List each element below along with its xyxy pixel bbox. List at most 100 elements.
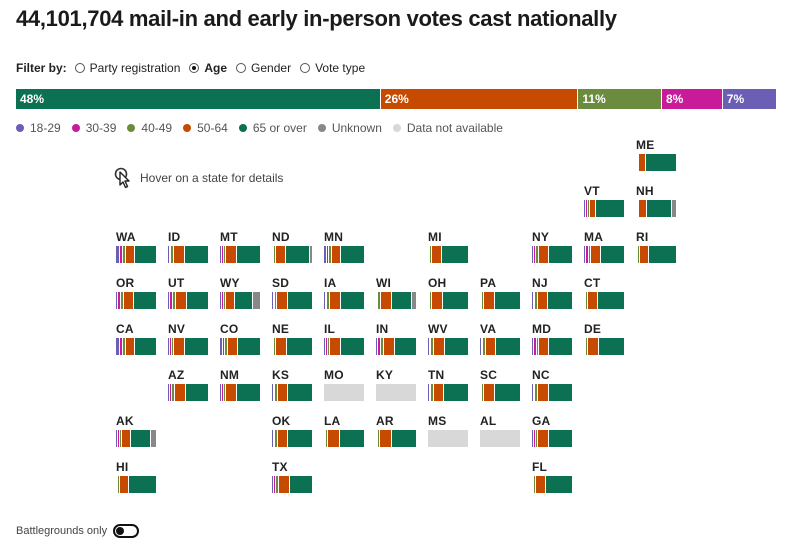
national-segment-18-29[interactable]: 7% <box>722 89 776 109</box>
state-segment-30-39 <box>533 384 536 401</box>
state-tile-mn[interactable]: MN <box>322 230 366 270</box>
state-tile-ms[interactable]: MS <box>426 414 470 454</box>
state-tile-tx[interactable]: TX <box>270 460 314 500</box>
state-tile-ok[interactable]: OK <box>270 414 314 454</box>
state-segment-30-39 <box>585 338 587 355</box>
state-tile-ks[interactable]: KS <box>270 368 314 408</box>
state-tile-nd[interactable]: ND <box>270 230 314 270</box>
state-segment-40-49 <box>120 430 123 447</box>
state-tile-mo[interactable]: MO <box>322 368 366 408</box>
state-label: NY <box>532 230 550 244</box>
state-segment-40-49 <box>224 246 227 263</box>
state-segment-65-or-over <box>340 338 364 355</box>
state-tile-il[interactable]: IL <box>322 322 366 362</box>
state-tile-sd[interactable]: SD <box>270 276 314 316</box>
national-segment-30-39[interactable]: 8% <box>661 89 723 109</box>
legend-dot-icon <box>127 124 136 132</box>
state-segment-50-64 <box>538 246 550 263</box>
state-tile-wv[interactable]: WV <box>426 322 470 362</box>
state-tile-ny[interactable]: NY <box>530 230 574 270</box>
state-tile-nj[interactable]: NJ <box>530 276 574 316</box>
state-segment-50-64 <box>174 384 186 401</box>
state-tile-vt[interactable]: VT <box>582 184 626 224</box>
state-tile-hi[interactable]: HI <box>114 460 158 500</box>
state-segment-65-or-over <box>495 384 520 401</box>
state-bar <box>272 246 312 263</box>
filter-option-party-registration[interactable]: Party registration <box>74 61 180 75</box>
state-tile-wy[interactable]: WY <box>218 276 262 316</box>
state-segment-30-39 <box>429 246 431 263</box>
state-segment-40-49 <box>329 246 332 263</box>
state-segment-65-or-over <box>288 384 312 401</box>
state-tile-ky[interactable]: KY <box>374 368 418 408</box>
state-tile-ri[interactable]: RI <box>634 230 678 270</box>
state-segment-65-or-over <box>287 292 312 309</box>
state-segment-18-29 <box>584 292 585 309</box>
state-tile-ca[interactable]: CA <box>114 322 158 362</box>
state-label: MA <box>584 230 604 244</box>
state-tile-al[interactable]: AL <box>478 414 522 454</box>
national-segment-40-49[interactable]: 11% <box>578 89 662 109</box>
state-segment-65-or-over <box>548 292 572 309</box>
state-segment-65-or-over <box>135 338 156 355</box>
state-tile-me[interactable]: ME <box>634 138 678 178</box>
state-tile-wi[interactable]: WI <box>374 276 418 316</box>
state-label: AL <box>480 414 497 428</box>
state-tile-ma[interactable]: MA <box>582 230 626 270</box>
national-segment-65-or-over[interactable]: 48% <box>16 89 381 109</box>
state-tile-co[interactable]: CO <box>218 322 262 362</box>
state-tile-ia[interactable]: IA <box>322 276 366 316</box>
state-tile-sc[interactable]: SC <box>478 368 522 408</box>
state-tile-wa[interactable]: WA <box>114 230 158 270</box>
national-segment-50-64[interactable]: 26% <box>380 89 579 109</box>
filter-option-gender[interactable]: Gender <box>236 61 291 75</box>
state-tile-ct[interactable]: CT <box>582 276 626 316</box>
state-tile-de[interactable]: DE <box>582 322 626 362</box>
state-segment-50-64 <box>538 430 549 447</box>
state-label: MO <box>324 368 344 382</box>
state-tile-nv[interactable]: NV <box>166 322 210 362</box>
state-tile-va[interactable]: VA <box>478 322 522 362</box>
radio-icon[interactable] <box>74 63 85 73</box>
battlegrounds-toggle[interactable] <box>113 524 140 538</box>
state-tile-tn[interactable]: TN <box>426 368 470 408</box>
state-tile-fl[interactable]: FL <box>530 460 574 500</box>
radio-icon[interactable] <box>189 63 200 73</box>
state-tile-la[interactable]: LA <box>322 414 366 454</box>
state-tile-nc[interactable]: NC <box>530 368 574 408</box>
filter-option-vote-type[interactable]: Vote type <box>300 61 365 75</box>
state-tile-ak[interactable]: AK <box>114 414 158 454</box>
state-segment-65-or-over <box>549 384 572 401</box>
state-segment-50-64 <box>432 292 443 309</box>
state-tile-az[interactable]: AZ <box>166 368 210 408</box>
state-label: SD <box>272 276 290 290</box>
state-tile-mi[interactable]: MI <box>426 230 470 270</box>
state-label: NC <box>532 368 550 382</box>
state-bar <box>324 292 364 309</box>
filter-option-age[interactable]: Age <box>189 61 227 75</box>
state-segment-65-or-over <box>187 292 208 309</box>
state-segment-18-29 <box>428 292 430 309</box>
state-bar <box>428 292 468 309</box>
state-segment-18-29 <box>636 154 637 171</box>
state-segment-Unknown <box>252 292 260 309</box>
radio-icon[interactable] <box>236 63 247 73</box>
state-tile-id[interactable]: ID <box>166 230 210 270</box>
state-tile-md[interactable]: MD <box>530 322 574 362</box>
state-tile-ut[interactable]: UT <box>166 276 210 316</box>
state-tile-nm[interactable]: NM <box>218 368 262 408</box>
state-tile-nh[interactable]: NH <box>634 184 678 224</box>
state-tile-ne[interactable]: NE <box>270 322 314 362</box>
state-tile-mt[interactable]: MT <box>218 230 262 270</box>
state-tile-in[interactable]: IN <box>374 322 418 362</box>
radio-icon[interactable] <box>300 63 311 73</box>
state-tile-ga[interactable]: GA <box>530 414 574 454</box>
state-tile-ar[interactable]: AR <box>374 414 418 454</box>
state-segment-50-64 <box>227 338 239 355</box>
state-tile-pa[interactable]: PA <box>478 276 522 316</box>
state-segment-30-39 <box>274 476 277 493</box>
state-segment-18-29 <box>324 292 326 309</box>
state-tile-oh[interactable]: OH <box>426 276 470 316</box>
legend-dot-icon <box>183 124 192 132</box>
state-tile-or[interactable]: OR <box>114 276 158 316</box>
